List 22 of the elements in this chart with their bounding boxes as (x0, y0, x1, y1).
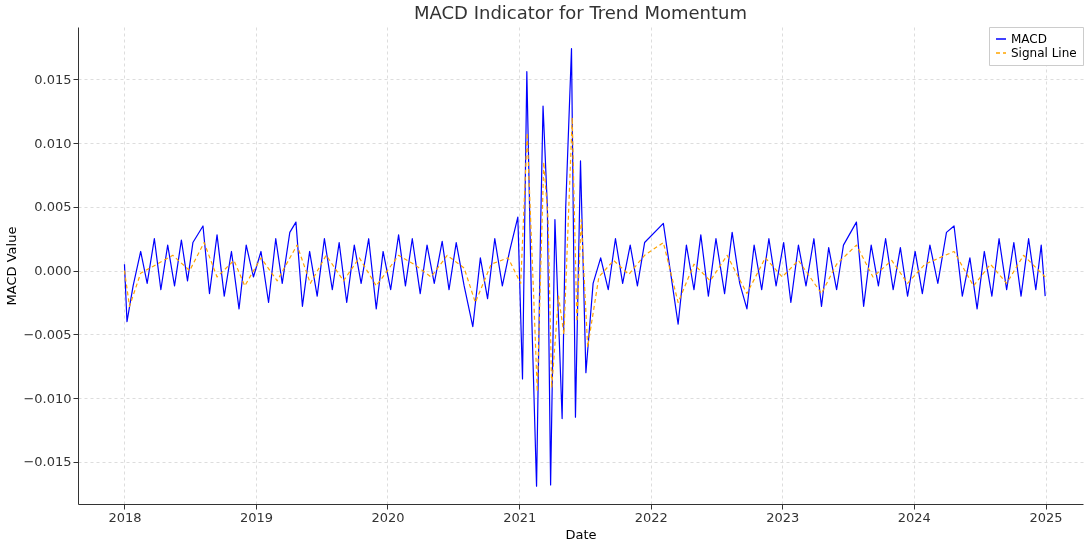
x-tick-label: 2024 (897, 509, 931, 525)
y-tick-label: 0.000 (34, 263, 72, 279)
y-axis-title: MACD Value (4, 226, 20, 306)
x-tick-label: 2023 (766, 509, 800, 525)
line-series (123, 116, 1046, 393)
legend-label: MACD (1011, 32, 1047, 46)
x-tick-label: 2019 (239, 509, 273, 525)
x-tick-label: 2018 (108, 509, 142, 525)
x-tick-label: 2022 (634, 509, 668, 525)
y-tick-label: 0.005 (34, 199, 72, 215)
y-tick-label: −0.015 (23, 454, 72, 470)
x-axis-title: Date (565, 526, 597, 542)
y-tick-label: −0.010 (23, 390, 72, 406)
x-tick-label: 2021 (503, 509, 537, 525)
legend-label: Signal Line (1011, 46, 1077, 60)
y-tick-label: 0.010 (34, 135, 72, 151)
x-tick-label: 2020 (371, 509, 405, 525)
y-tick-label: 0.015 (34, 71, 72, 87)
y-tick-label: −0.005 (23, 326, 72, 342)
chart-title: MACD Indicator for Trend Momentum (414, 2, 747, 23)
line-series (123, 48, 1046, 487)
x-tick-label: 2025 (1029, 509, 1063, 525)
